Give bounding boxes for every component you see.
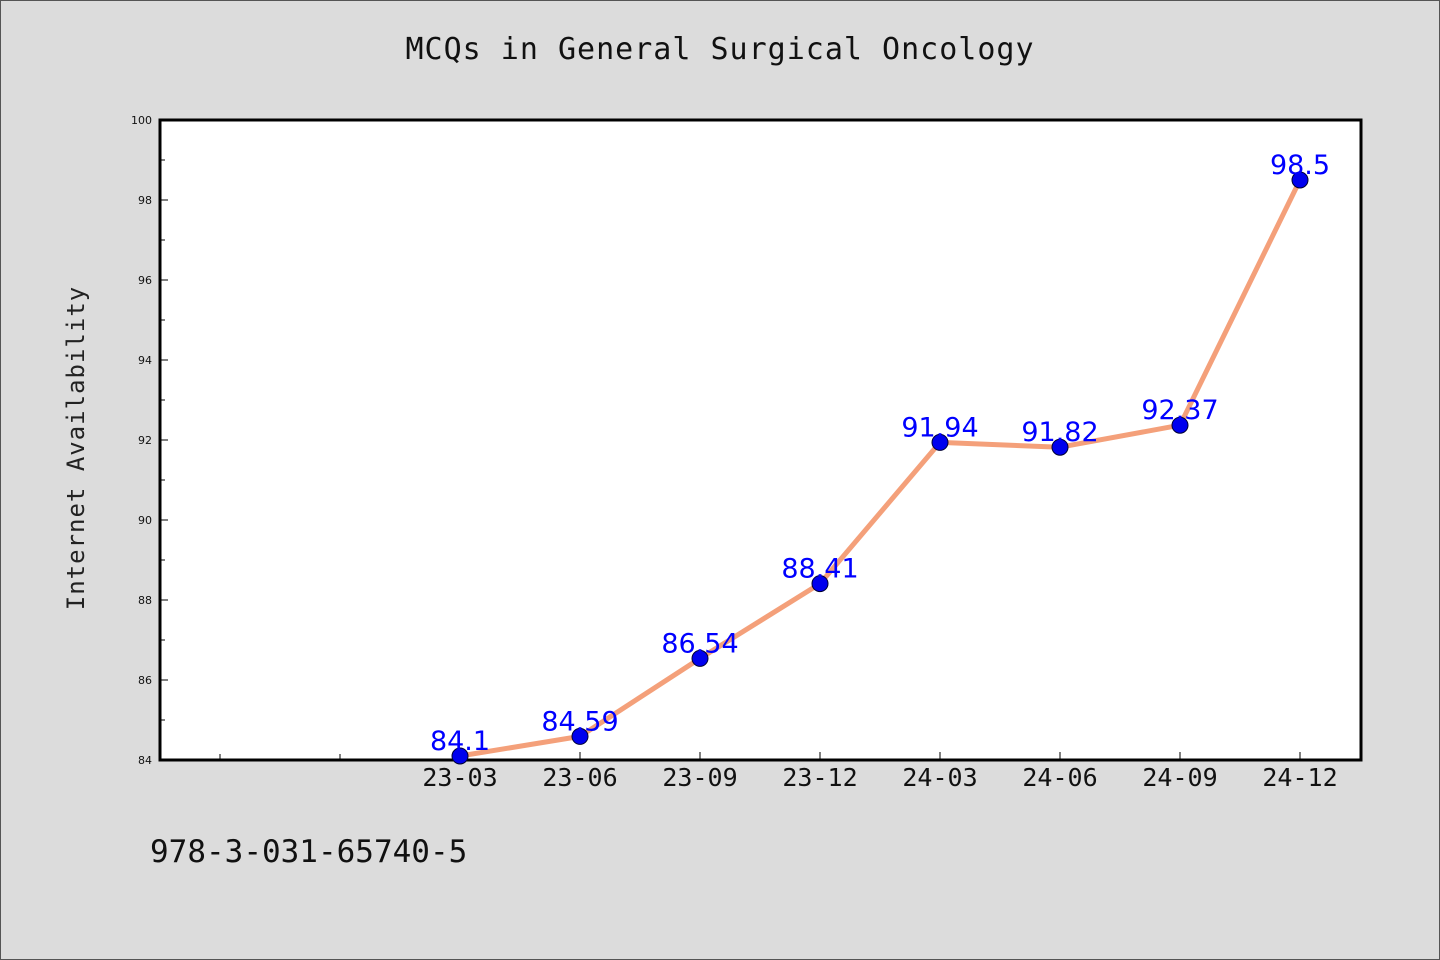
data-point	[1051, 438, 1069, 456]
data-label: 98.5	[1270, 150, 1330, 181]
data-point	[931, 433, 949, 451]
data-labels: 84.1 84.59 86.54 88.41 91.94 91.82 92.37 98.5	[430, 150, 1330, 757]
data-point	[691, 649, 709, 667]
y-tick-label: 86	[138, 674, 152, 687]
isbn-text: 978-3-031-65740-5	[150, 834, 468, 870]
y-tick-label: 98	[138, 194, 152, 207]
y-tick-label: 92	[138, 434, 152, 447]
y-tick-label: 96	[138, 274, 152, 287]
y-tick-label: 88	[138, 594, 152, 607]
data-label: 91.94	[901, 412, 978, 443]
data-label: 86.54	[661, 628, 738, 659]
x-axis: 23-03 23-06 23-09 23-12 24-03 24-06 24-09 24-12	[219, 752, 1338, 792]
data-point	[811, 575, 829, 593]
x-tick-label: 23-09	[662, 763, 737, 792]
data-point	[451, 747, 469, 765]
x-tick-label: 24-12	[1262, 763, 1337, 792]
chart-title: MCQs in General Surgical Oncology	[405, 32, 1035, 67]
y-axis: 84 86 88 90 92 94 96 98 100	[131, 114, 168, 767]
x-tick-label: 23-03	[422, 763, 497, 792]
data-point	[571, 727, 589, 745]
data-label: 88.41	[781, 554, 858, 585]
x-tick-label: 24-09	[1142, 763, 1217, 792]
data-label: 92.37	[1141, 395, 1218, 426]
y-tick-label: 90	[138, 514, 152, 527]
x-tick-label: 24-03	[902, 763, 977, 792]
y-tick-label: 84	[138, 754, 152, 767]
plot-area	[158, 118, 1363, 762]
x-tick-label: 23-06	[542, 763, 617, 792]
series-group	[451, 171, 1309, 765]
data-label: 84.59	[541, 706, 618, 737]
data-point	[1171, 416, 1189, 434]
x-tick-label: 24-06	[1022, 763, 1097, 792]
data-label: 84.1	[430, 726, 490, 757]
x-tick-label: 23-12	[782, 763, 857, 792]
series-line	[459, 178, 1303, 759]
y-tick-label: 100	[131, 114, 152, 127]
data-point	[1291, 171, 1309, 189]
data-label: 91.82	[1021, 417, 1098, 448]
y-tick-label: 94	[138, 354, 152, 367]
